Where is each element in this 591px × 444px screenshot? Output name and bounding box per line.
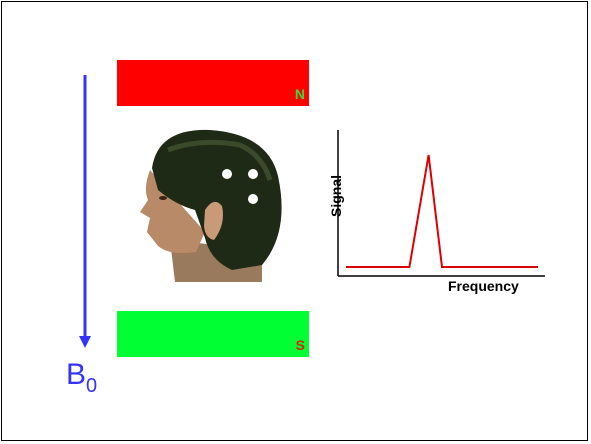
field-label-subscript: 0 [86,375,98,397]
voxel-dot-2 [248,169,258,179]
south-magnet: S [117,311,309,357]
y-axis-title: Signal [328,175,344,218]
spectrum-series-line [346,154,538,268]
south-pole-label: S [295,337,305,353]
field-arrow [79,75,91,348]
field-label-main: B [66,358,87,391]
head-image [130,125,290,282]
north-magnet: N [117,60,309,106]
spectrum-axes [337,130,545,277]
voxel-dot-3 [248,194,258,204]
x-axis-title: Frequency [448,278,519,294]
field-label: B0 [66,358,97,397]
north-pole-label: N [294,86,305,102]
voxel-dot-1 [222,169,232,179]
